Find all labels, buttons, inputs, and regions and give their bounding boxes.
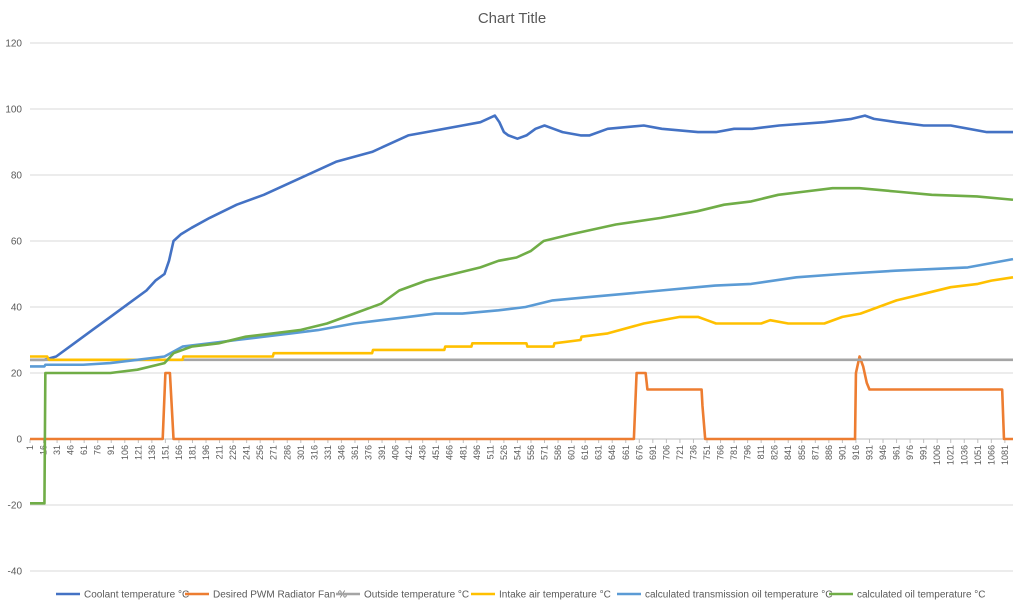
x-tick-label: 391 <box>377 445 387 460</box>
x-tick-label: 196 <box>201 445 211 460</box>
x-tick-label: 646 <box>607 445 617 460</box>
legend-label-2: Outside temperature °C <box>364 590 469 601</box>
x-tick-label: 421 <box>404 445 414 460</box>
x-tick-label: 826 <box>770 445 780 460</box>
x-tick-label: 331 <box>323 445 333 460</box>
x-tick-label: 466 <box>445 445 455 460</box>
y-tick-label: 40 <box>11 303 23 314</box>
x-tick-label: 271 <box>269 445 279 460</box>
x-tick-label: 496 <box>472 445 482 460</box>
x-tick-label: 616 <box>580 445 590 460</box>
x-tick-label: 91 <box>106 445 116 455</box>
legend-label-5: calculated oil temperature °C <box>857 590 986 601</box>
x-tick-label: 796 <box>743 445 753 460</box>
x-tick-label: 871 <box>810 445 820 460</box>
x-tick-label: 106 <box>120 445 130 460</box>
x-tick-label: 586 <box>553 445 563 460</box>
x-tick-label: 721 <box>675 445 685 460</box>
x-tick-label: 61 <box>79 445 89 455</box>
x-tick-label: 841 <box>783 445 793 460</box>
x-tick-label: 1 <box>25 445 35 450</box>
x-tick-label: 961 <box>892 445 902 460</box>
x-tick-label: 211 <box>215 445 225 459</box>
x-tick-label: 31 <box>52 445 62 455</box>
y-tick-label: 20 <box>11 369 23 380</box>
x-tick-label: 301 <box>296 445 306 460</box>
x-tick-label: 691 <box>648 445 658 460</box>
x-tick-label: 316 <box>309 445 319 460</box>
x-tick-label: 736 <box>688 445 698 460</box>
x-tick-label: 241 <box>242 445 252 460</box>
y-tick-label: 120 <box>5 39 22 50</box>
legend-label-4: calculated transmission oil temperature … <box>645 590 832 601</box>
x-tick-label: 916 <box>851 445 861 460</box>
series-lines <box>30 114 1014 505</box>
y-tick-label: 100 <box>5 105 22 116</box>
x-tick-label: 451 <box>431 445 441 460</box>
series-line-0 <box>30 114 1013 362</box>
x-tick-label: 931 <box>864 445 874 460</box>
x-tick-label: 991 <box>919 445 929 460</box>
x-tick-label: 676 <box>634 445 644 460</box>
x-tick-label: 601 <box>567 445 577 460</box>
x-tick-label: 361 <box>350 445 360 460</box>
chart-title: Chart Title <box>478 10 546 27</box>
x-tick-label: 226 <box>228 445 238 460</box>
y-tick-label: 60 <box>11 237 23 248</box>
x-tick-label: 286 <box>282 445 292 460</box>
x-tick-label: 346 <box>336 445 346 460</box>
series-line-4 <box>30 257 1014 368</box>
series-line-3 <box>30 276 1014 362</box>
legend-label-3: Intake air temperature °C <box>499 590 611 601</box>
x-tick-label: 1051 <box>973 445 983 465</box>
x-tick-label: 256 <box>255 445 265 460</box>
x-tick-label: 406 <box>391 445 401 460</box>
x-tick-label: 376 <box>363 445 373 460</box>
x-tick-label: 1066 <box>986 445 996 465</box>
x-tick-label: 901 <box>837 445 847 460</box>
x-tick-label: 46 <box>66 445 76 455</box>
x-tick-label: 1021 <box>946 445 956 465</box>
x-tick-label: 526 <box>499 445 509 460</box>
x-tick-label: 541 <box>512 445 522 460</box>
x-tick-label: 436 <box>418 445 428 460</box>
x-tick-label: 1036 <box>959 445 969 465</box>
x-tick-label: 781 <box>729 445 739 460</box>
y-tick-label: 0 <box>16 435 22 446</box>
x-tick-label: 181 <box>187 445 197 460</box>
x-tick-label: 571 <box>540 445 550 460</box>
series-line-1 <box>30 355 1013 441</box>
x-tick-label: 1081 <box>1000 445 1010 465</box>
x-tick-label: 811 <box>756 445 766 459</box>
x-tick-label: 511 <box>485 445 495 459</box>
x-tick-label: 556 <box>526 445 536 460</box>
legend-label-1: Desired PWM Radiator Fan % <box>213 590 347 601</box>
x-tick-label: 481 <box>458 445 468 460</box>
x-tick-label: 661 <box>621 445 631 460</box>
y-tick-label: -40 <box>8 567 23 578</box>
x-tick-label: 121 <box>133 445 143 460</box>
x-tick-label: 151 <box>160 445 170 460</box>
x-tick-label: 136 <box>147 445 157 460</box>
x-tick-label: 706 <box>661 445 671 460</box>
x-tick-label: 631 <box>594 445 604 460</box>
x-tick-label: 946 <box>878 445 888 460</box>
y-tick-label: 80 <box>11 171 23 182</box>
x-tick-label: 166 <box>174 445 184 460</box>
x-tick-label: 766 <box>716 445 726 460</box>
x-tick-label: 976 <box>905 445 915 460</box>
y-tick-label: -20 <box>8 501 23 512</box>
legend: Coolant temperature °C Desired PWM Radiat… <box>56 590 986 601</box>
x-tick-label: 76 <box>93 445 103 455</box>
x-tick-label: 886 <box>824 445 834 460</box>
legend-label-0: Coolant temperature °C <box>84 590 189 601</box>
x-tick-label: 1006 <box>932 445 942 465</box>
y-axis-tick-labels: -40 -20 0 20 40 60 80 100 120 <box>5 39 22 578</box>
x-tick-label: 751 <box>702 445 712 460</box>
series-line-5 <box>30 186 1014 505</box>
x-tick-label: 856 <box>797 445 807 460</box>
